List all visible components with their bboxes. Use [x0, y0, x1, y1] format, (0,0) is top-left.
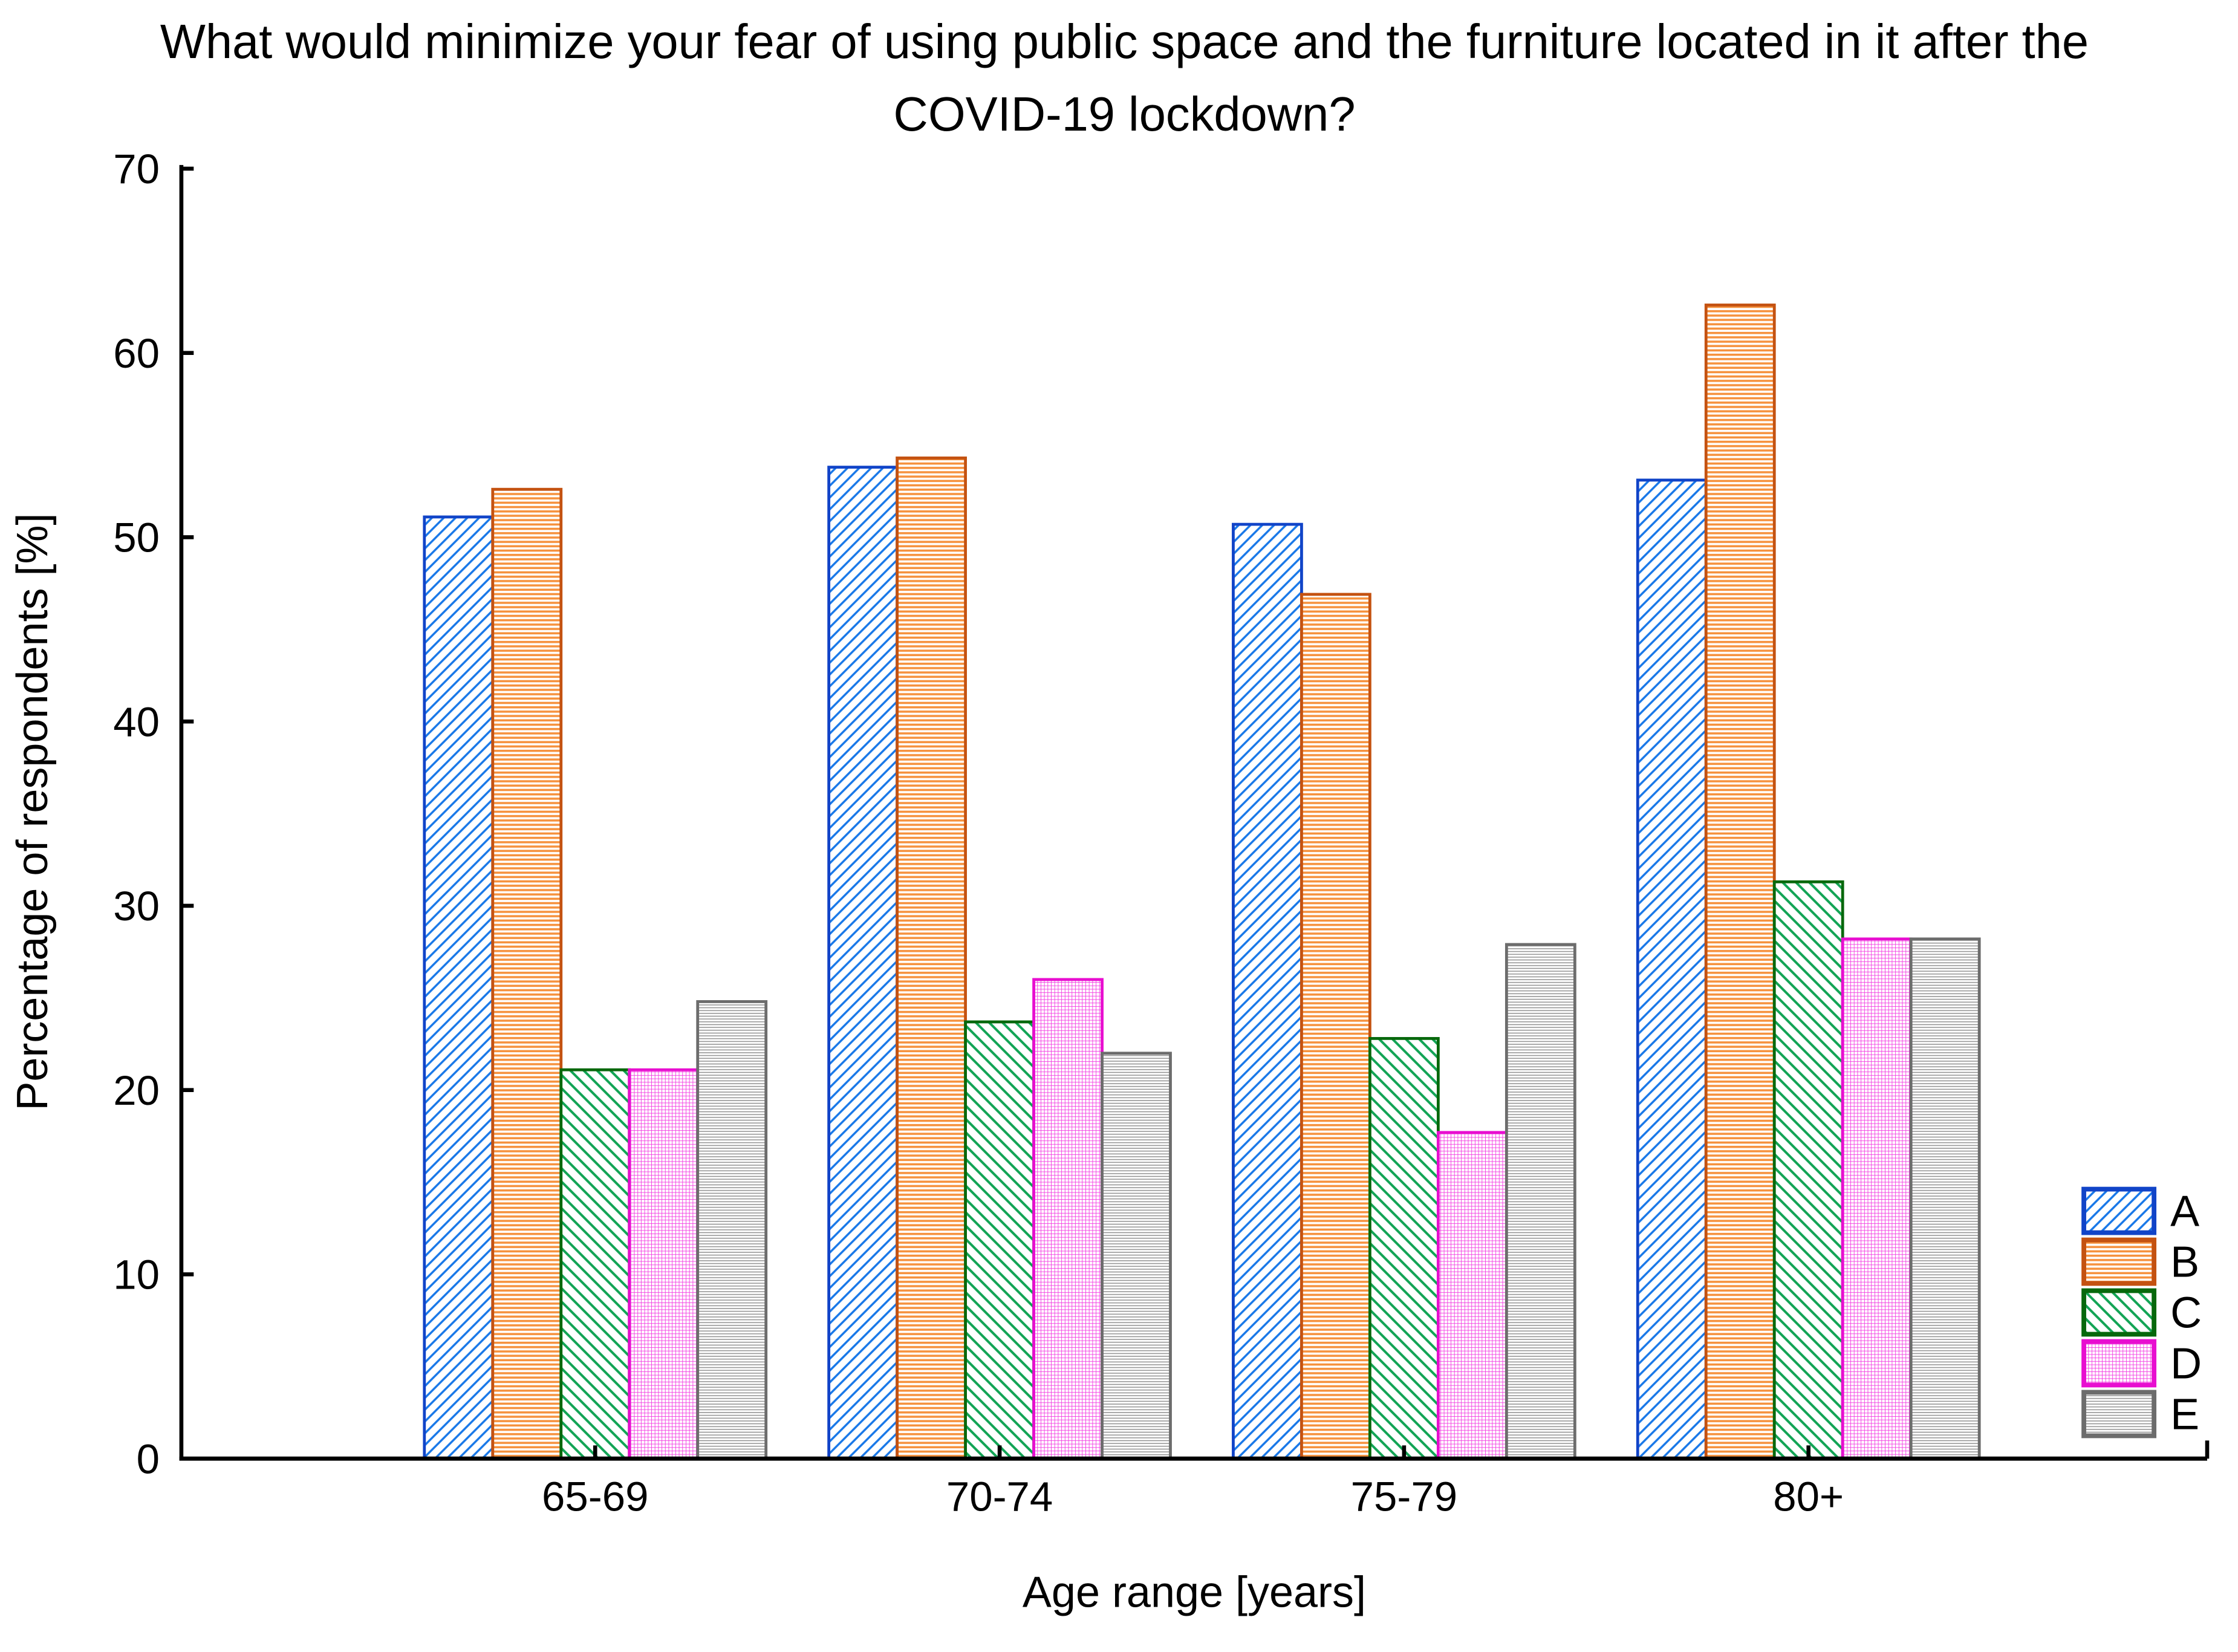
- x-tick-label-80+: 80+: [1773, 1473, 1844, 1520]
- legend-item-D: D: [2081, 1339, 2202, 1388]
- bar-C-80+: [1772, 880, 1844, 1460]
- bar-D-65-69: [628, 1068, 700, 1460]
- bar-A-65-69: [423, 515, 495, 1460]
- x-tick-label-75-79: 75-79: [1351, 1473, 1457, 1520]
- x-axis-title: Age range [years]: [1023, 1568, 1366, 1616]
- bar-E-75-79: [1504, 943, 1576, 1460]
- bar-C-70-74: [964, 1020, 1035, 1460]
- legend-label-E: E: [2170, 1391, 2199, 1439]
- bar-D-75-79: [1436, 1131, 1508, 1460]
- legend-swatch-A: [2081, 1186, 2157, 1235]
- bar-C-75-79: [1368, 1036, 1440, 1460]
- x-tick-label-70-74: 70-74: [946, 1473, 1053, 1520]
- y-tick-label-20: 20: [113, 1067, 160, 1114]
- y-tick-label-30: 30: [113, 883, 160, 929]
- bars-group: [423, 304, 1981, 1460]
- bar-B-75-79: [1300, 593, 1371, 1460]
- legend-item-E: E: [2081, 1390, 2199, 1439]
- bar-D-80+: [1841, 937, 1913, 1460]
- bar-D-70-74: [1032, 978, 1104, 1460]
- legend-label-B: B: [2170, 1238, 2199, 1287]
- chart-title-line-1: What would minimize your fear of using p…: [160, 15, 2089, 68]
- bar-A-70-74: [827, 466, 899, 1460]
- bar-C-65-69: [559, 1068, 631, 1460]
- legend-item-B: B: [2081, 1237, 2199, 1287]
- bar-B-80+: [1704, 304, 1776, 1460]
- y-axis-title: Percentage of respondents [%]: [8, 513, 57, 1110]
- y-tick-label-0: 0: [137, 1436, 160, 1482]
- y-tick-label-60: 60: [113, 330, 160, 377]
- legend-swatch-D: [2081, 1339, 2157, 1388]
- axes: 0 10 20 30 40 50 60 70 65-69 70-74 75-79 80+: [113, 146, 2210, 1520]
- legend-swatch-B: [2081, 1237, 2157, 1286]
- legend-label-A: A: [2170, 1188, 2199, 1236]
- bar-E-70-74: [1101, 1052, 1172, 1460]
- bar-E-80+: [1909, 937, 1981, 1460]
- x-tick-label-65-69: 65-69: [542, 1473, 648, 1520]
- legend-item-C: C: [2081, 1288, 2202, 1338]
- bar-B-65-69: [491, 487, 563, 1460]
- legend-label-D: D: [2170, 1340, 2202, 1388]
- legend-label-C: C: [2170, 1289, 2202, 1338]
- bar-A-75-79: [1232, 522, 1303, 1460]
- chart-title-line-2: COVID-19 lockdown?: [893, 87, 1355, 141]
- bar-A-80+: [1636, 478, 1708, 1460]
- legend-item-A: A: [2081, 1186, 2199, 1236]
- y-tick-label-40: 40: [113, 698, 160, 745]
- y-tick-label-50: 50: [113, 515, 160, 561]
- y-tick-label-70: 70: [113, 146, 160, 192]
- y-tick-label-10: 10: [113, 1252, 160, 1298]
- bar-E-65-69: [696, 1000, 768, 1460]
- bar-B-70-74: [896, 456, 967, 1460]
- legend-swatch-E: [2081, 1390, 2157, 1439]
- legend-swatch-C: [2081, 1288, 2157, 1337]
